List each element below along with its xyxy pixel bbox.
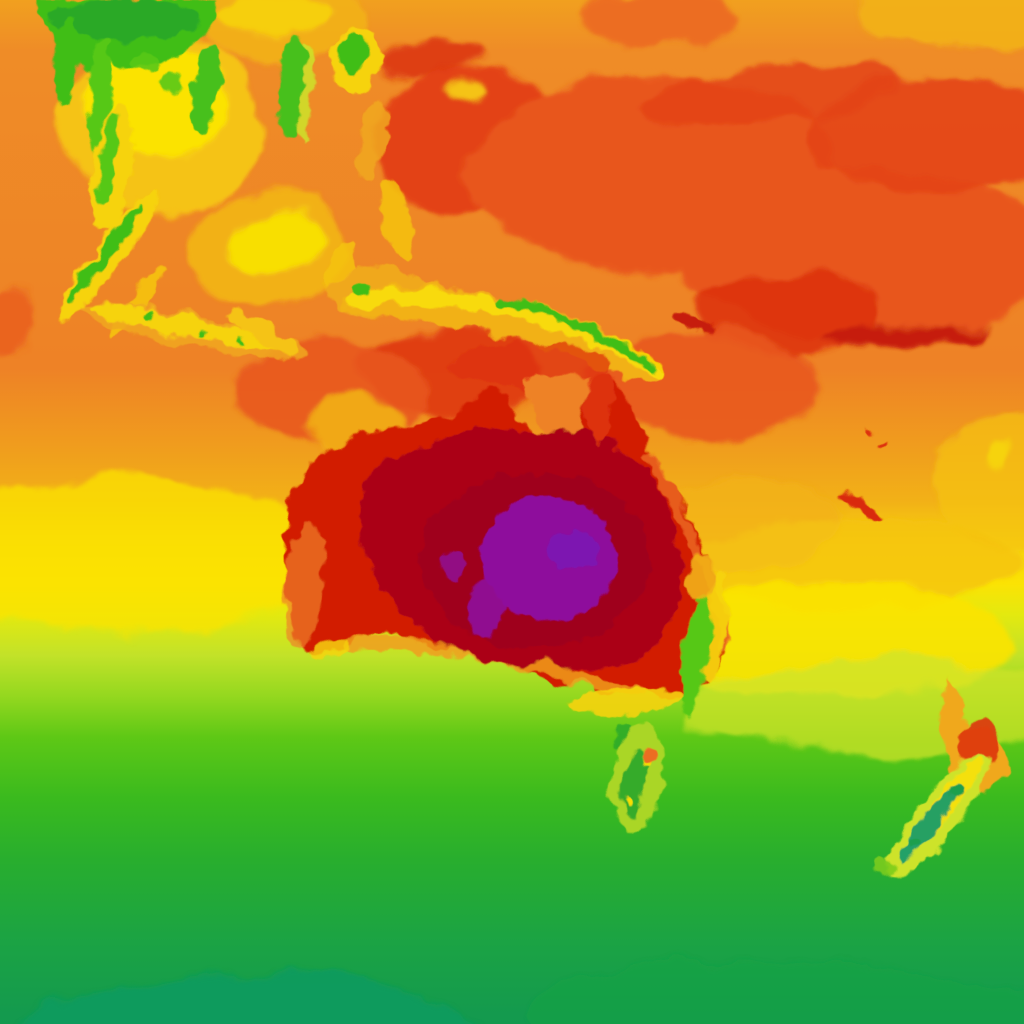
santa-cruz-deep-red-line (820, 322, 990, 344)
australia-purple-heat-core (480, 496, 616, 620)
nsw-amber-spot (686, 554, 716, 602)
timor-amber-strip (230, 309, 298, 357)
tasman-yellow-green-band (685, 660, 1024, 756)
borneo-yellow-core (232, 212, 324, 272)
mindanao-golden-strip (380, 179, 412, 257)
australia-west-coast-fringe (283, 523, 325, 647)
fiji-yellow-spot (981, 450, 1009, 466)
nz-north-island-red-core (959, 719, 999, 769)
left-edge-red-orange (0, 288, 38, 356)
java-yellow-chain (91, 305, 289, 349)
pacific-red-streak (640, 61, 900, 129)
sumatra-green-core (70, 203, 142, 301)
indian-ocean-yellow-band (0, 480, 350, 630)
new-caledonia-red-streak (842, 490, 882, 522)
indochina-dark-green (50, 0, 200, 40)
newguinea-green-ridge (500, 296, 658, 372)
solomon-red-streak (672, 312, 718, 334)
myanmar-green-tongue (53, 16, 79, 108)
annamite-green-north (278, 33, 306, 137)
purple-satellite-south (469, 577, 505, 637)
luzon-red-streak (375, 42, 485, 78)
malay-peninsula-green (97, 114, 119, 206)
southern-ocean-teal (27, 975, 473, 1024)
southern-ocean-deep-green (520, 960, 1024, 1024)
south-china-yellow-core (223, 0, 333, 36)
nz-south-island-green-dots (909, 787, 963, 848)
australia-violet-fleck (546, 530, 598, 570)
thai-green-veins (130, 52, 184, 92)
top-edge-deep-orange (580, 0, 740, 44)
palawan-amber-strip (358, 98, 386, 182)
annamite-green-south (191, 46, 221, 134)
top-right-amber-corner (855, 0, 1024, 48)
purple-satellite-west (442, 549, 462, 579)
victoria-yellow-fringe (566, 687, 682, 715)
luzon-yellow-eye (446, 79, 478, 97)
philippines-green-core (339, 32, 365, 76)
asia-island-features (35, 0, 887, 522)
stewart-island-green (876, 860, 896, 876)
australia-nz-features (283, 372, 1009, 879)
newguinea-west-green-peak (350, 283, 370, 297)
vanuatu-red-dots (866, 427, 887, 447)
cape-york-red-strip (585, 372, 615, 444)
sw-cape-yellow-fringe (310, 638, 350, 660)
tasmania-orange-tip (643, 751, 659, 763)
java-volcano-green-peaks (146, 312, 245, 343)
great-divide-green-strip (680, 596, 712, 716)
